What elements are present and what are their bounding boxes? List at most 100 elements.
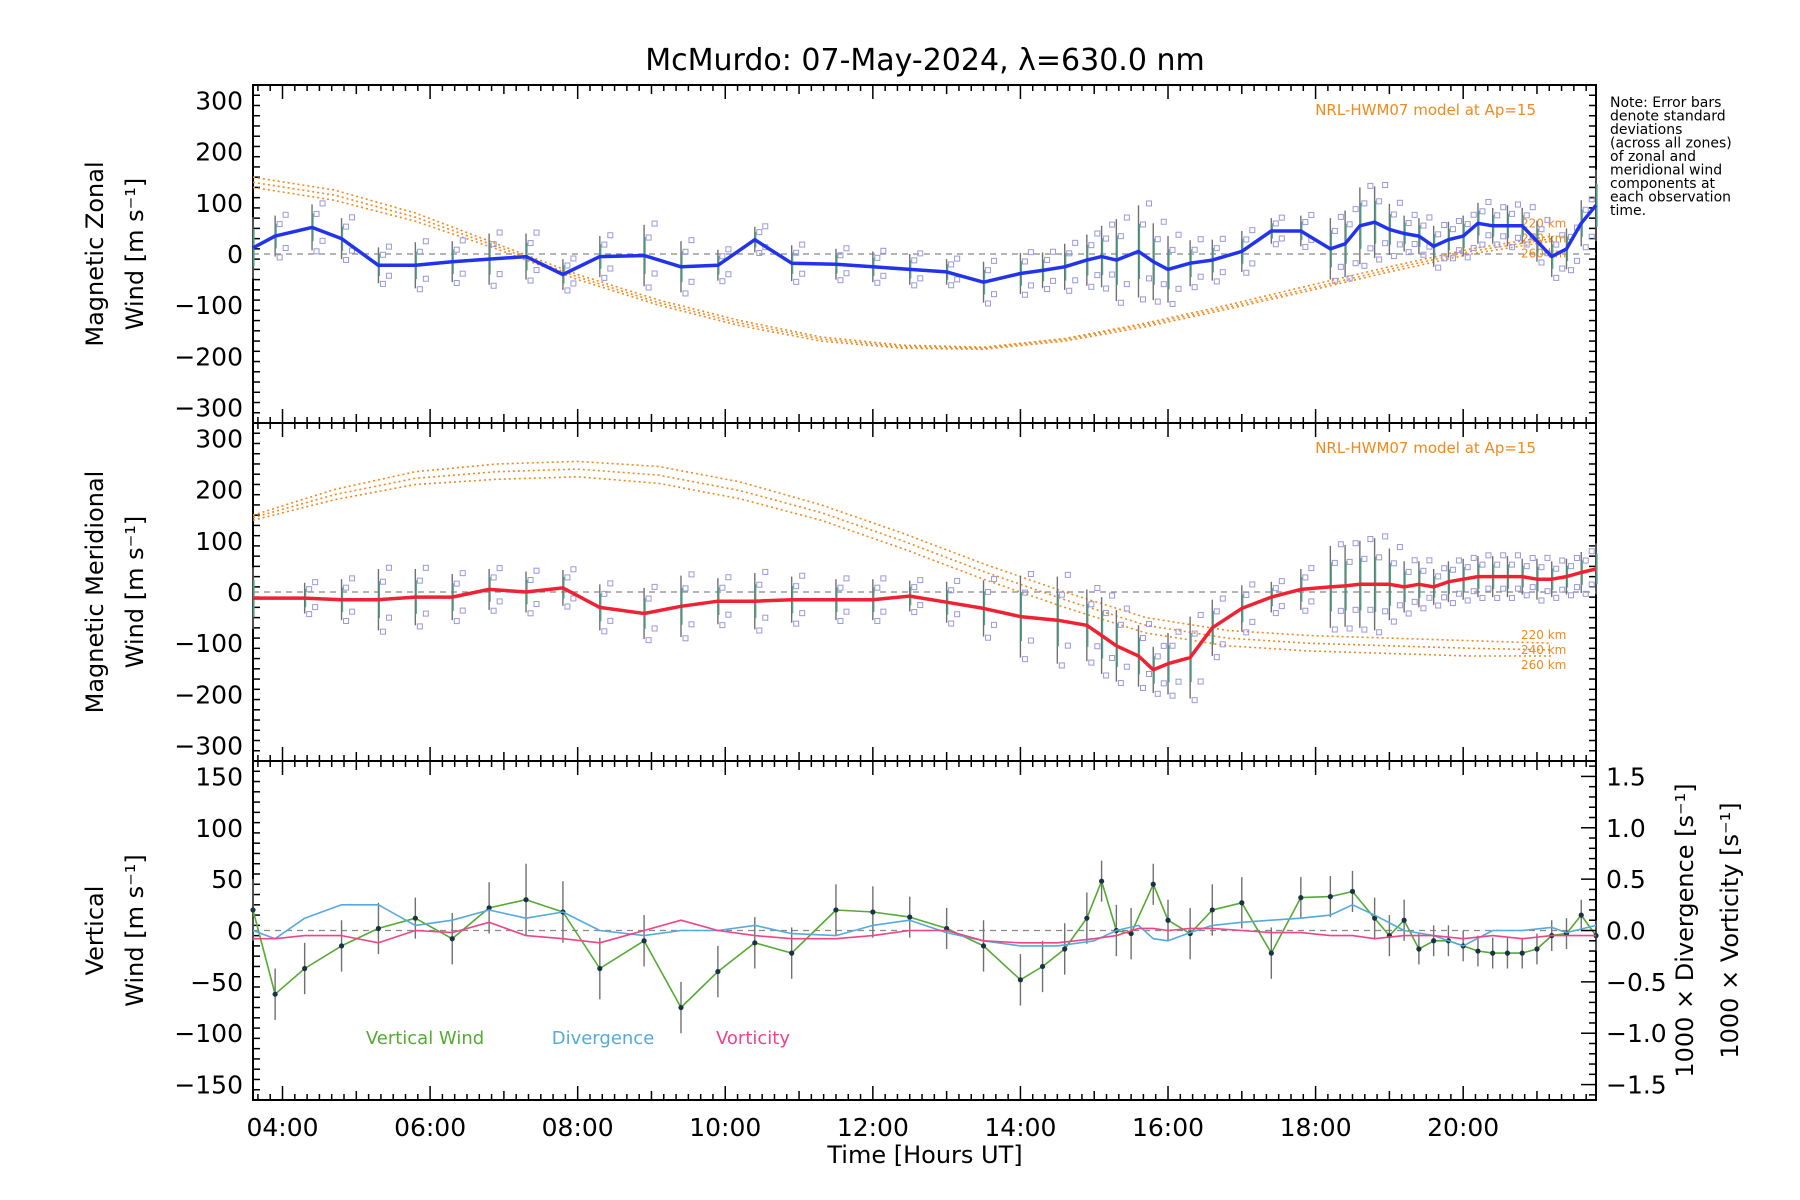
zone-sample-marker bbox=[954, 611, 961, 618]
zone-sample-marker bbox=[1441, 594, 1448, 601]
zone-sample-marker bbox=[349, 608, 356, 615]
y-tick-label: 50 bbox=[211, 865, 243, 894]
zone-sample-marker bbox=[793, 249, 800, 256]
zone-sample-marker bbox=[756, 581, 763, 588]
zone-sample-marker bbox=[1094, 272, 1101, 279]
zone-sample-marker bbox=[1272, 610, 1279, 617]
zone-sample-marker bbox=[1175, 231, 1182, 238]
zone-sample-marker bbox=[1367, 182, 1374, 189]
y-tick-label: −100 bbox=[174, 291, 243, 320]
series-line-3 bbox=[253, 919, 1596, 944]
zone-sample-marker bbox=[570, 280, 577, 287]
zone-sample-marker bbox=[1243, 236, 1250, 243]
zone-sample-marker bbox=[1145, 275, 1152, 282]
zone-sample-marker bbox=[1405, 220, 1412, 227]
zone-sample-marker bbox=[1382, 240, 1389, 247]
data-point bbox=[752, 940, 758, 946]
zone-sample-marker bbox=[1405, 249, 1412, 256]
zone-sample-marker bbox=[1396, 199, 1403, 206]
data-point bbox=[1039, 963, 1046, 970]
zone-sample-marker bbox=[1455, 218, 1462, 225]
y-tick-label: 100 bbox=[195, 814, 243, 843]
zone-sample-marker bbox=[880, 247, 887, 254]
zone-sample-marker bbox=[645, 595, 652, 602]
zone-sample-marker bbox=[533, 229, 540, 236]
zone-sample-marker bbox=[645, 234, 652, 241]
y-axis-label: Wind [m s⁻¹] bbox=[121, 854, 149, 1006]
zone-sample-marker bbox=[1435, 602, 1442, 609]
zone-sample-marker bbox=[1464, 254, 1471, 261]
x-tick-label: 14:00 bbox=[984, 1113, 1056, 1142]
zone-sample-marker bbox=[1219, 269, 1226, 276]
zone-sample-marker bbox=[1088, 242, 1095, 249]
zone-sample-marker bbox=[645, 637, 652, 644]
panel-2: 300 200 100 0 −100 −200 −300 Magnetic Meridiona… bbox=[81, 422, 1598, 762]
zone-sample-marker bbox=[1573, 554, 1580, 561]
zone-sample-marker bbox=[1243, 269, 1250, 276]
y-tick-label: −200 bbox=[174, 680, 243, 709]
legend-entry: Vorticity bbox=[716, 1028, 790, 1049]
zone-sample-marker bbox=[1441, 222, 1448, 229]
zone-sample-marker bbox=[874, 254, 881, 261]
zone-sample-marker bbox=[1500, 585, 1507, 592]
zone-sample-marker bbox=[1449, 600, 1456, 607]
zone-sample-marker bbox=[1411, 241, 1418, 248]
zone-sample-marker bbox=[312, 579, 319, 586]
zone-sample-marker bbox=[349, 214, 356, 221]
y-tick-label: −50 bbox=[190, 968, 243, 997]
zone-sample-marker bbox=[682, 635, 689, 642]
zone-sample-marker bbox=[1169, 642, 1176, 649]
zone-sample-marker bbox=[453, 618, 460, 625]
zone-sample-marker bbox=[1278, 214, 1285, 221]
zone-sample-marker bbox=[1390, 253, 1397, 260]
zone-sample-marker bbox=[1058, 591, 1065, 598]
series-line-1 bbox=[252, 880, 1597, 1009]
zone-sample-marker bbox=[948, 261, 955, 268]
zone-sample-marker bbox=[1544, 216, 1551, 223]
zone-sample-marker bbox=[1352, 540, 1359, 547]
zone-sample-marker bbox=[1588, 581, 1595, 588]
chart-title: McMurdo: 07-May-2024, λ=630.0 nm bbox=[645, 43, 1204, 78]
zone-sample-marker bbox=[1302, 218, 1309, 225]
data-point bbox=[678, 1004, 684, 1011]
zone-sample-marker bbox=[843, 575, 850, 582]
zone-sample-marker bbox=[1154, 236, 1161, 243]
zone-sample-marker bbox=[1169, 300, 1176, 307]
zone-sample-marker bbox=[1021, 656, 1028, 663]
zone-sample-marker bbox=[651, 583, 658, 590]
zone-sample-marker bbox=[917, 577, 924, 584]
data-point bbox=[449, 936, 455, 942]
x-tick-label: 18:00 bbox=[1280, 1113, 1352, 1142]
zone-sample-marker bbox=[1361, 262, 1368, 269]
model-level-label: 220 km bbox=[1521, 628, 1566, 642]
zone-sample-marker bbox=[1573, 257, 1580, 264]
zone-sample-marker bbox=[793, 278, 800, 285]
note-line: meridional wind bbox=[1610, 163, 1722, 179]
zone-sample-marker bbox=[490, 574, 497, 581]
zone-sample-marker bbox=[496, 271, 503, 278]
zone-sample-marker bbox=[1117, 233, 1124, 240]
data-point bbox=[1401, 917, 1407, 923]
y-tick-label: −300 bbox=[174, 394, 243, 423]
zone-sample-marker bbox=[459, 607, 466, 614]
zone-sample-marker bbox=[651, 220, 658, 227]
zone-sample-marker bbox=[1559, 265, 1566, 272]
zone-sample-marker bbox=[1420, 567, 1427, 574]
data-point bbox=[980, 943, 987, 949]
zone-sample-marker bbox=[564, 287, 571, 294]
data-point bbox=[1475, 948, 1481, 954]
note-line: deviations bbox=[1610, 122, 1682, 138]
panel-1: 300 200 100 0 −100 −200 −300 Magnetic Zonal Wind… bbox=[81, 84, 1598, 424]
zone-sample-marker bbox=[459, 270, 466, 277]
zone-sample-marker bbox=[1064, 642, 1071, 649]
zone-sample-marker bbox=[762, 223, 769, 230]
zone-sample-marker bbox=[1175, 285, 1182, 292]
zone-sample-marker bbox=[874, 584, 881, 591]
note-line: of zonal and bbox=[1610, 149, 1696, 165]
zone-sample-marker bbox=[1088, 659, 1095, 666]
zone-sample-marker bbox=[1169, 692, 1176, 699]
zone-sample-marker bbox=[837, 252, 844, 259]
zone-sample-marker bbox=[762, 568, 769, 575]
data-point bbox=[1372, 915, 1378, 921]
zone-sample-marker bbox=[1213, 278, 1220, 285]
